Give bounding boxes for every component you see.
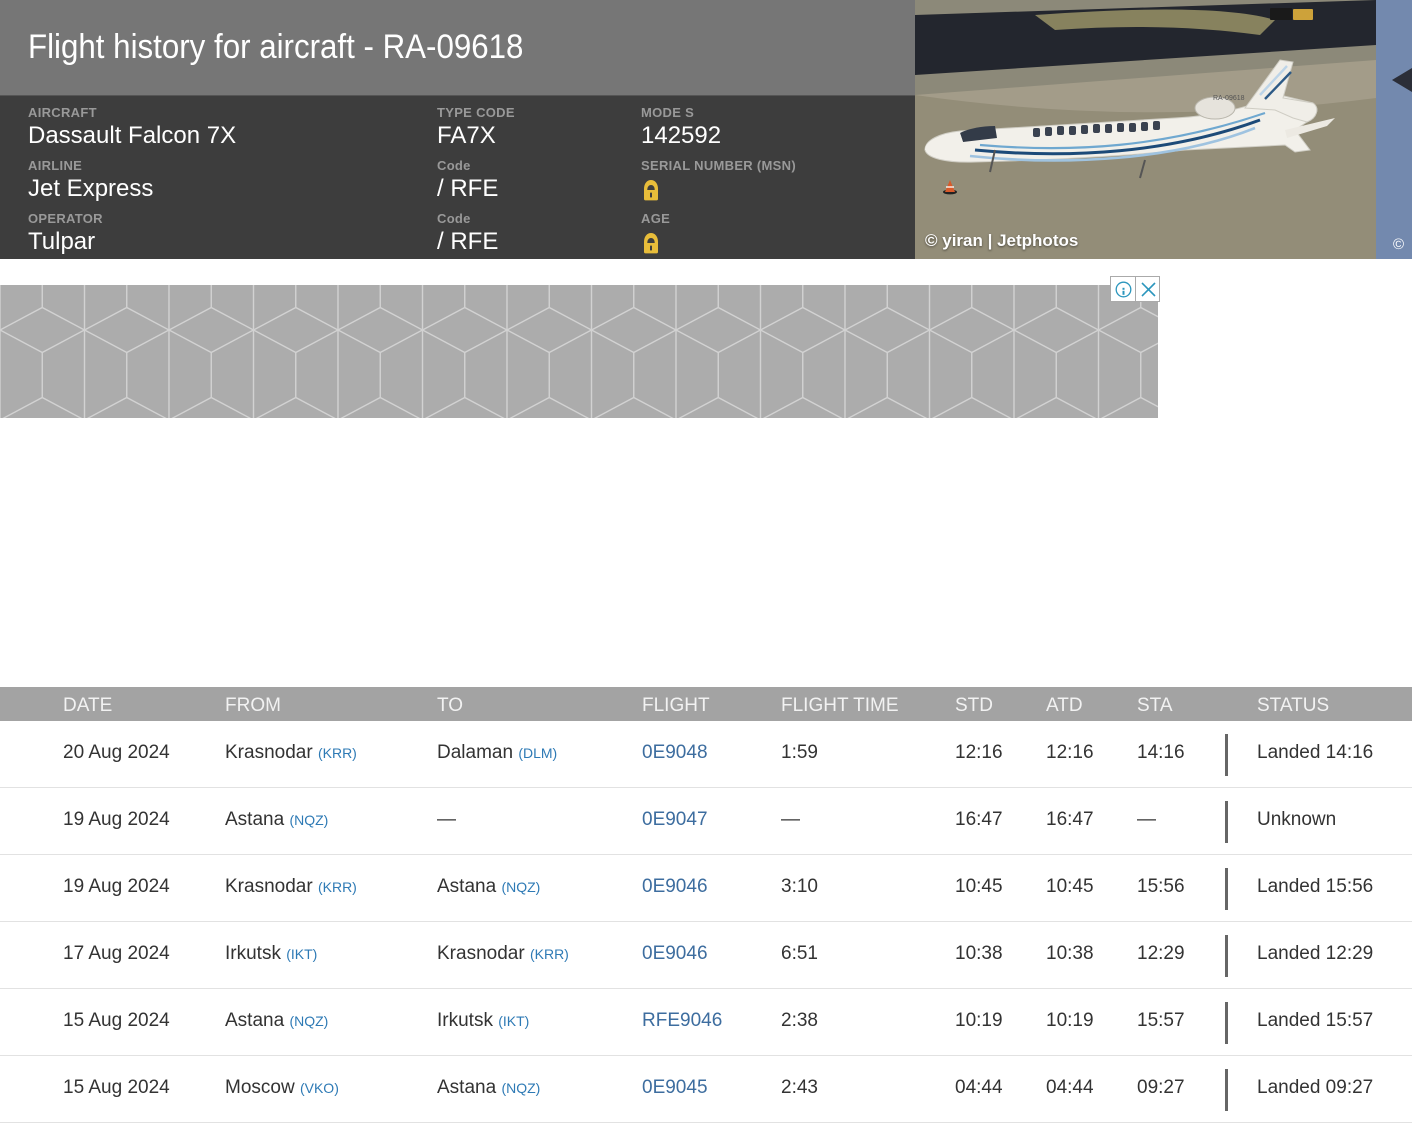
svg-text:RA-09618: RA-09618: [1213, 95, 1245, 102]
